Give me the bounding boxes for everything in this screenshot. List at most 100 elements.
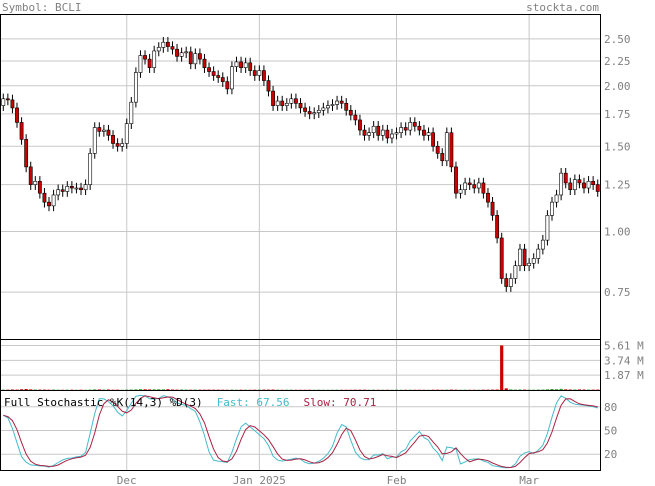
candle [243,57,248,73]
candle [326,100,330,114]
candle-body [353,114,358,121]
date-tick-label: Mar [519,474,539,486]
candle-body [120,143,125,147]
volume-bar [500,345,504,390]
candle-body [202,58,207,68]
volume-bar [24,389,28,391]
candle-body [230,66,234,90]
candle [353,109,358,126]
candle [165,37,170,52]
candle [444,127,449,167]
candle [321,102,326,116]
candle [175,43,179,62]
candle [115,138,120,152]
candle [344,98,349,116]
stochastic-fast-label: Fast: 67.56 [217,396,290,409]
candle-body [79,187,83,191]
candle-body [47,201,51,207]
price-tick-label: 2.25 [604,55,631,68]
candle-body [152,50,157,68]
candle [568,177,573,196]
candle [97,122,102,137]
stochastic-tick-label: 20 [604,448,617,461]
candle [376,121,381,141]
candle-body [88,153,93,185]
candle-body [225,81,230,90]
candle [252,65,257,81]
candle-body [211,71,216,76]
candle [179,47,184,62]
candle [289,93,294,109]
candle-body [179,52,184,57]
candle-body [266,80,271,92]
candle-body [376,125,381,136]
candle [262,65,266,86]
candle [120,138,125,152]
candle [540,234,545,255]
candle [188,46,193,70]
candle [161,37,166,53]
candle-body [431,132,436,147]
candle [545,210,550,246]
candle [111,130,115,149]
candle-body [239,61,243,68]
candle-body [216,75,221,78]
candle [385,124,390,144]
stochastic-title: Full Stochastic %K(14,3) %D(3) Fast: 67.5… [4,396,376,409]
candle-body [367,132,371,136]
candle [467,177,472,190]
candle-body [312,112,317,115]
candle-body [275,100,280,106]
candle [225,76,230,95]
candle-body [467,182,472,185]
candle [152,45,157,73]
candle [138,50,143,78]
price-tick-label: 1.50 [604,140,631,153]
candle-body [124,123,129,144]
price-tick-label: 1.00 [604,226,631,239]
candle-body [220,77,225,82]
volume-bars [1,345,600,391]
volume-bar [550,389,554,391]
candle [508,273,513,292]
candle-body [198,53,202,60]
candle-body [403,127,408,131]
candle-body [380,129,385,136]
candle [362,124,367,141]
candle-body [390,133,394,139]
price-tick-label: 2.50 [604,33,631,46]
candle-body [463,182,468,191]
candle-body [536,248,541,259]
candle [124,118,129,149]
volume-bar [152,389,156,391]
candle [88,148,93,190]
date-tick-label: Dec [117,474,137,486]
candle [156,42,161,57]
candle-body [326,105,330,109]
candle [495,210,500,244]
price-axis-labels: 2.50 2.25 2.00 1.75 1.50 1.25 1.00 0.75 [604,33,631,299]
candle-body [559,172,564,196]
volume-bar [166,389,170,391]
volume-bar [97,389,101,391]
candle [380,124,385,141]
candle-body [476,182,481,189]
stochastic-panel-frame [0,390,601,471]
candle [412,117,417,132]
candle-body [330,104,335,106]
volume-bar [577,389,582,391]
candle [298,98,303,114]
candle-body [572,179,577,191]
candle-body [5,98,10,101]
candle-body [595,184,600,192]
candle-body [138,55,143,73]
candle-body [74,187,79,190]
volume-bar [509,389,513,391]
candle-body [440,153,445,162]
site-label: stockta.com [526,1,599,14]
candle [15,102,19,128]
candle [586,176,591,194]
candle [47,196,51,212]
candle [74,182,79,194]
